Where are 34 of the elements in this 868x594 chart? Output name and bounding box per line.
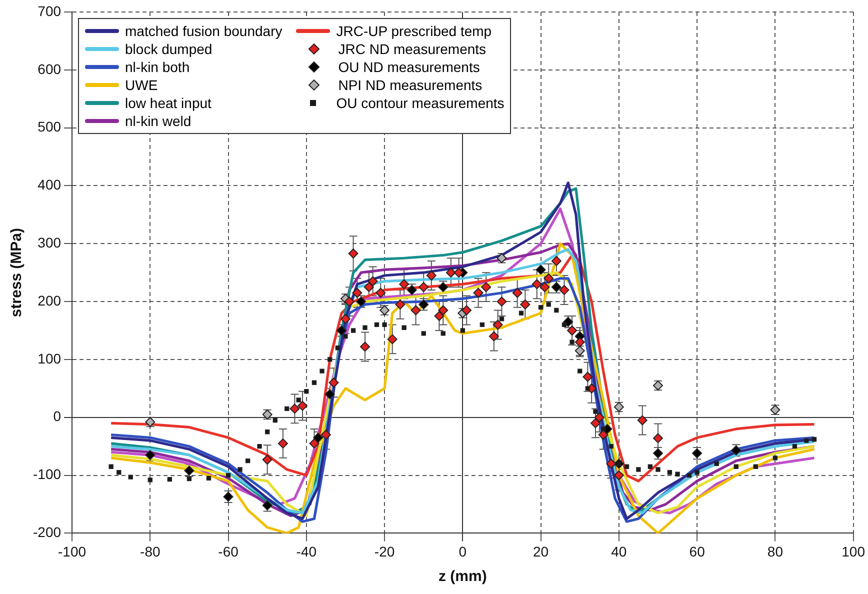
x-tick-label: -100 [58, 543, 86, 560]
y-tick-label: 100 [38, 350, 62, 366]
x-tick-label: -60 [218, 543, 239, 560]
legend-label: nl-kin both [125, 58, 190, 76]
legend-label: UWE [125, 76, 158, 94]
legend-label: JRC ND measurements [338, 40, 486, 58]
x-tick-label: -80 [140, 543, 160, 560]
x-tick-label: 100 [842, 543, 866, 560]
x-tick-label: 60 [689, 543, 706, 560]
x-axis-title: z (mm) [438, 568, 487, 586]
legend-label: matched fusion boundary [125, 22, 282, 40]
legend-label: OU contour measurements [336, 94, 504, 112]
y-tick-label: -100 [32, 466, 62, 482]
legend-label: nl-kin weld [125, 112, 192, 130]
y-tick-label: 500 [38, 118, 62, 135]
y-tick-label: 700 [38, 2, 62, 19]
legend-label: JRC-UP prescribed temp [336, 22, 492, 40]
legend-label: OU ND measurements [338, 58, 480, 76]
y-tick-label: 400 [38, 176, 62, 193]
x-tick-label: 20 [533, 543, 549, 560]
x-tick-label: 80 [767, 543, 784, 560]
x-tick-label: 40 [611, 543, 627, 560]
y-tick-label: 600 [38, 60, 62, 77]
legend-label: NPI ND measurements [338, 76, 482, 94]
legend-label: low heat input [125, 94, 212, 112]
x-tick-label: -20 [374, 543, 395, 560]
y-tick-label: 0 [53, 408, 62, 424]
y-tick-label: 300 [38, 234, 62, 251]
y-tick-label: 200 [38, 292, 62, 308]
y-tick-label: -200 [32, 524, 62, 540]
legend-label: block dumped [125, 40, 212, 58]
x-tick-label: -40 [296, 543, 317, 560]
x-tick-label: 0 [458, 543, 467, 560]
y-axis-title: stress (MPa) [8, 228, 26, 318]
